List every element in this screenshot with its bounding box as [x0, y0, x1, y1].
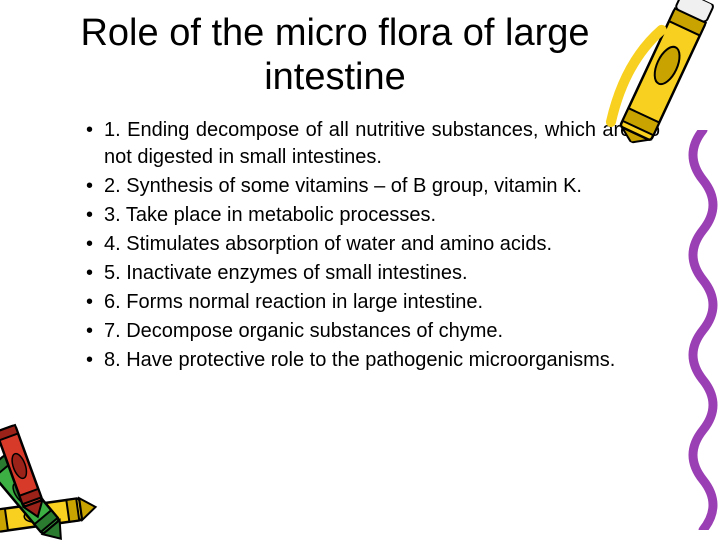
- list-item: 7. Decompose organic substances of chyme…: [86, 318, 660, 345]
- crayons-left-icon: [0, 415, 105, 545]
- list-item: 3. Take place in metabolic processes.: [86, 202, 660, 229]
- slide-title: Role of the micro flora of large intesti…: [50, 12, 660, 99]
- list-item: 6. Forms normal reaction in large intest…: [86, 289, 660, 316]
- list-item: 1. Ending decompose of all nutritive sub…: [86, 117, 660, 171]
- list-item: 4. Stimulates absorption of water and am…: [86, 231, 660, 258]
- slide-container: Role of the micro flora of large intesti…: [0, 0, 720, 540]
- list-item: 8. Have protective role to the pathogeni…: [86, 347, 660, 374]
- list-item: 5. Inactivate enzymes of small intestine…: [86, 260, 660, 287]
- list-item: 2. Synthesis of some vitamins – of B gro…: [86, 173, 660, 200]
- squiggle-icon: [678, 130, 720, 530]
- bullet-list: 1. Ending decompose of all nutritive sub…: [50, 117, 660, 374]
